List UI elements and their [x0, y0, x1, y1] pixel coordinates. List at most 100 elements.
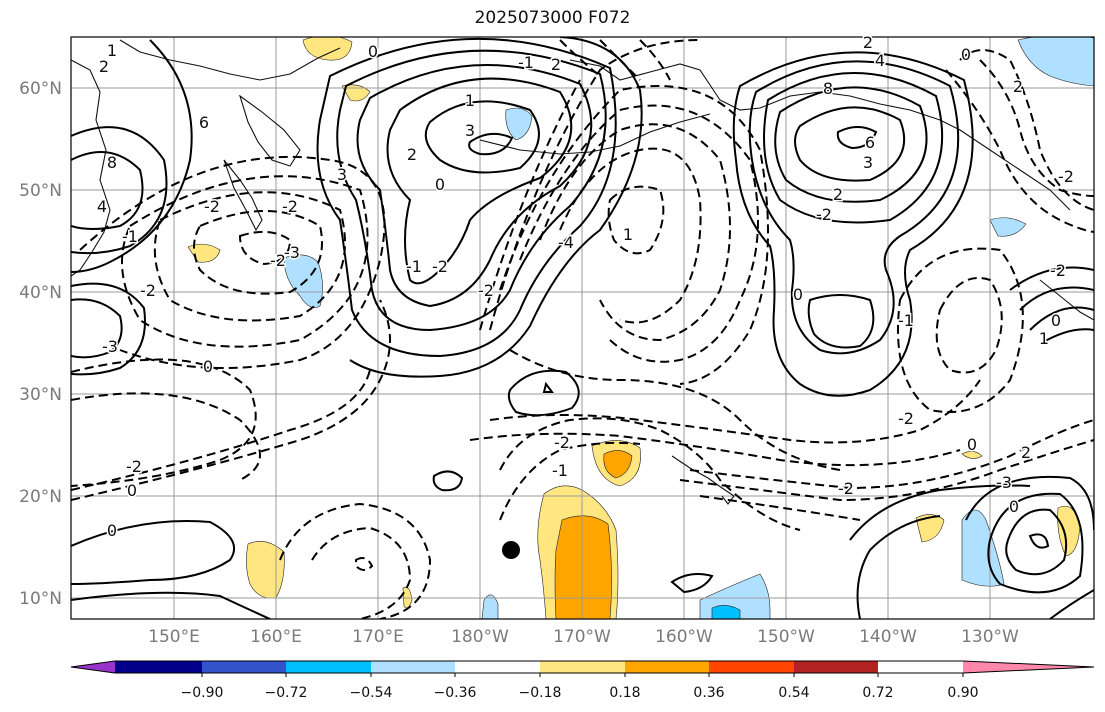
warm-patch: [341, 84, 371, 102]
contour-label: -3: [996, 473, 1012, 492]
contour-label: 2: [551, 55, 561, 74]
colorbar-tick-label: 0.72: [862, 685, 893, 701]
contour-label: 4: [97, 197, 107, 216]
colorbar-swatch: [286, 661, 371, 673]
lat-label: 40°N: [19, 283, 62, 303]
contour-label: 2: [833, 185, 843, 204]
contour-label: -1: [122, 227, 138, 246]
contour-label: 3: [337, 165, 347, 184]
lon-label: 140°W: [859, 627, 917, 647]
lon-label: 170°W: [553, 627, 611, 647]
cool-patch: [283, 254, 323, 308]
colorbar-tick-label: −0.54: [350, 685, 393, 701]
contour-label: 8: [823, 79, 833, 98]
contour-label: 8: [107, 153, 117, 172]
lon-label: 180°W: [451, 627, 509, 647]
colorbar-extend-low: [71, 661, 115, 673]
contour-label: 6: [199, 113, 209, 132]
map-frame: [70, 36, 1095, 620]
contour-label: -1: [406, 257, 422, 276]
contour-label: 0: [107, 521, 117, 540]
contour-label: -3: [102, 337, 118, 356]
contour-label: -2: [204, 197, 220, 216]
lon-label: 160°W: [655, 627, 713, 647]
contour-label: 2: [1021, 443, 1031, 462]
colorbar-swatch: [625, 661, 709, 673]
contour-label: 3: [465, 121, 475, 140]
colorbar-tick-label: −0.18: [519, 685, 562, 701]
hot-patch: [554, 515, 612, 619]
lon-label: 150°W: [757, 627, 815, 647]
colorbar-tick-label: 0.90: [947, 685, 978, 701]
contour-label: -2: [554, 433, 570, 452]
latitude-labels: 60°N 50°N 40°N 30°N 20°N 10°N: [19, 79, 62, 609]
contour-label: -2: [282, 197, 298, 216]
contour-label: 1: [623, 225, 633, 244]
contour-label: -2: [478, 281, 494, 300]
colorbar-tick-label: 0.54: [778, 685, 809, 701]
colorbar-swatch: [202, 661, 286, 673]
contour-label: -2: [1058, 167, 1074, 186]
cool-patch: [989, 217, 1027, 237]
warm-patch: [302, 37, 353, 61]
colorbar-swatch: [115, 661, 202, 673]
contour-label: 0: [127, 481, 137, 500]
contour-label: -2: [816, 205, 832, 224]
colorbar-swatch: [455, 661, 540, 673]
contour-label: -1: [898, 311, 914, 330]
colorbar-outline: [70, 660, 1095, 674]
colorbar-extend-high: [963, 661, 1094, 673]
shaded-anomaly-fields: [187, 37, 1094, 619]
colorbar-swatch: [540, 661, 625, 673]
contour-label: 0: [961, 45, 971, 64]
map-title: 2025073000 F072: [474, 8, 631, 28]
colorbar-swatch: [709, 661, 794, 673]
longitude-labels: 150°E 160°E 170°E 180°W 170°W 160°W 150°…: [148, 627, 1019, 647]
contour-label: 2: [1013, 77, 1023, 96]
colorbar-tick-label: 0.36: [693, 685, 724, 701]
lat-label: 30°N: [19, 385, 62, 405]
contour-label: -2: [126, 457, 142, 476]
lat-label: 60°N: [19, 79, 62, 99]
contour-label: 0: [368, 42, 378, 61]
negative-contours: [71, 39, 1094, 619]
contour-label: 6: [865, 133, 875, 152]
hot-patch: [603, 450, 633, 479]
contour-label: 4: [875, 51, 885, 70]
lon-label: 150°E: [148, 627, 200, 647]
colorbar: [70, 660, 1095, 677]
contour-label: 0: [793, 285, 803, 304]
lat-label: 20°N: [19, 487, 62, 507]
contour-label: -2: [270, 251, 286, 270]
contour-label: 1: [107, 41, 117, 60]
contour-label: -4: [558, 233, 574, 252]
warm-patch: [961, 451, 983, 459]
contour-label: 2: [863, 33, 873, 52]
colorbar-tick-label: −0.36: [434, 685, 477, 701]
contour-label: 0: [1051, 311, 1061, 330]
cool-patch: [505, 107, 533, 141]
colorbar-swatch: [371, 661, 455, 673]
lon-label: 130°W: [961, 627, 1019, 647]
lat-label: 10°N: [19, 589, 62, 609]
contour-label: 1: [1039, 329, 1049, 348]
colorbar-ticks: −0.90 −0.72 −0.54 −0.36 −0.18 0.18 0.36 …: [181, 685, 979, 701]
contour-label: 0: [967, 435, 977, 454]
colorbar-tick-label: 0.18: [609, 685, 640, 701]
lon-label: 170°E: [352, 627, 404, 647]
location-marker: [502, 541, 520, 559]
contour-label: -1: [518, 53, 534, 72]
cool-patch: [961, 509, 1005, 587]
contour-label: -1: [552, 461, 568, 480]
contour-label: 2: [99, 57, 109, 76]
contour-label: -3: [284, 243, 300, 262]
coastlines: [71, 39, 1094, 505]
warm-patch: [915, 514, 945, 543]
contour-label: -2: [898, 409, 914, 428]
contour-label: 0: [435, 175, 445, 194]
lon-label: 160°E: [250, 627, 302, 647]
contour-label: -2: [432, 257, 448, 276]
contour-label: -2: [140, 281, 156, 300]
